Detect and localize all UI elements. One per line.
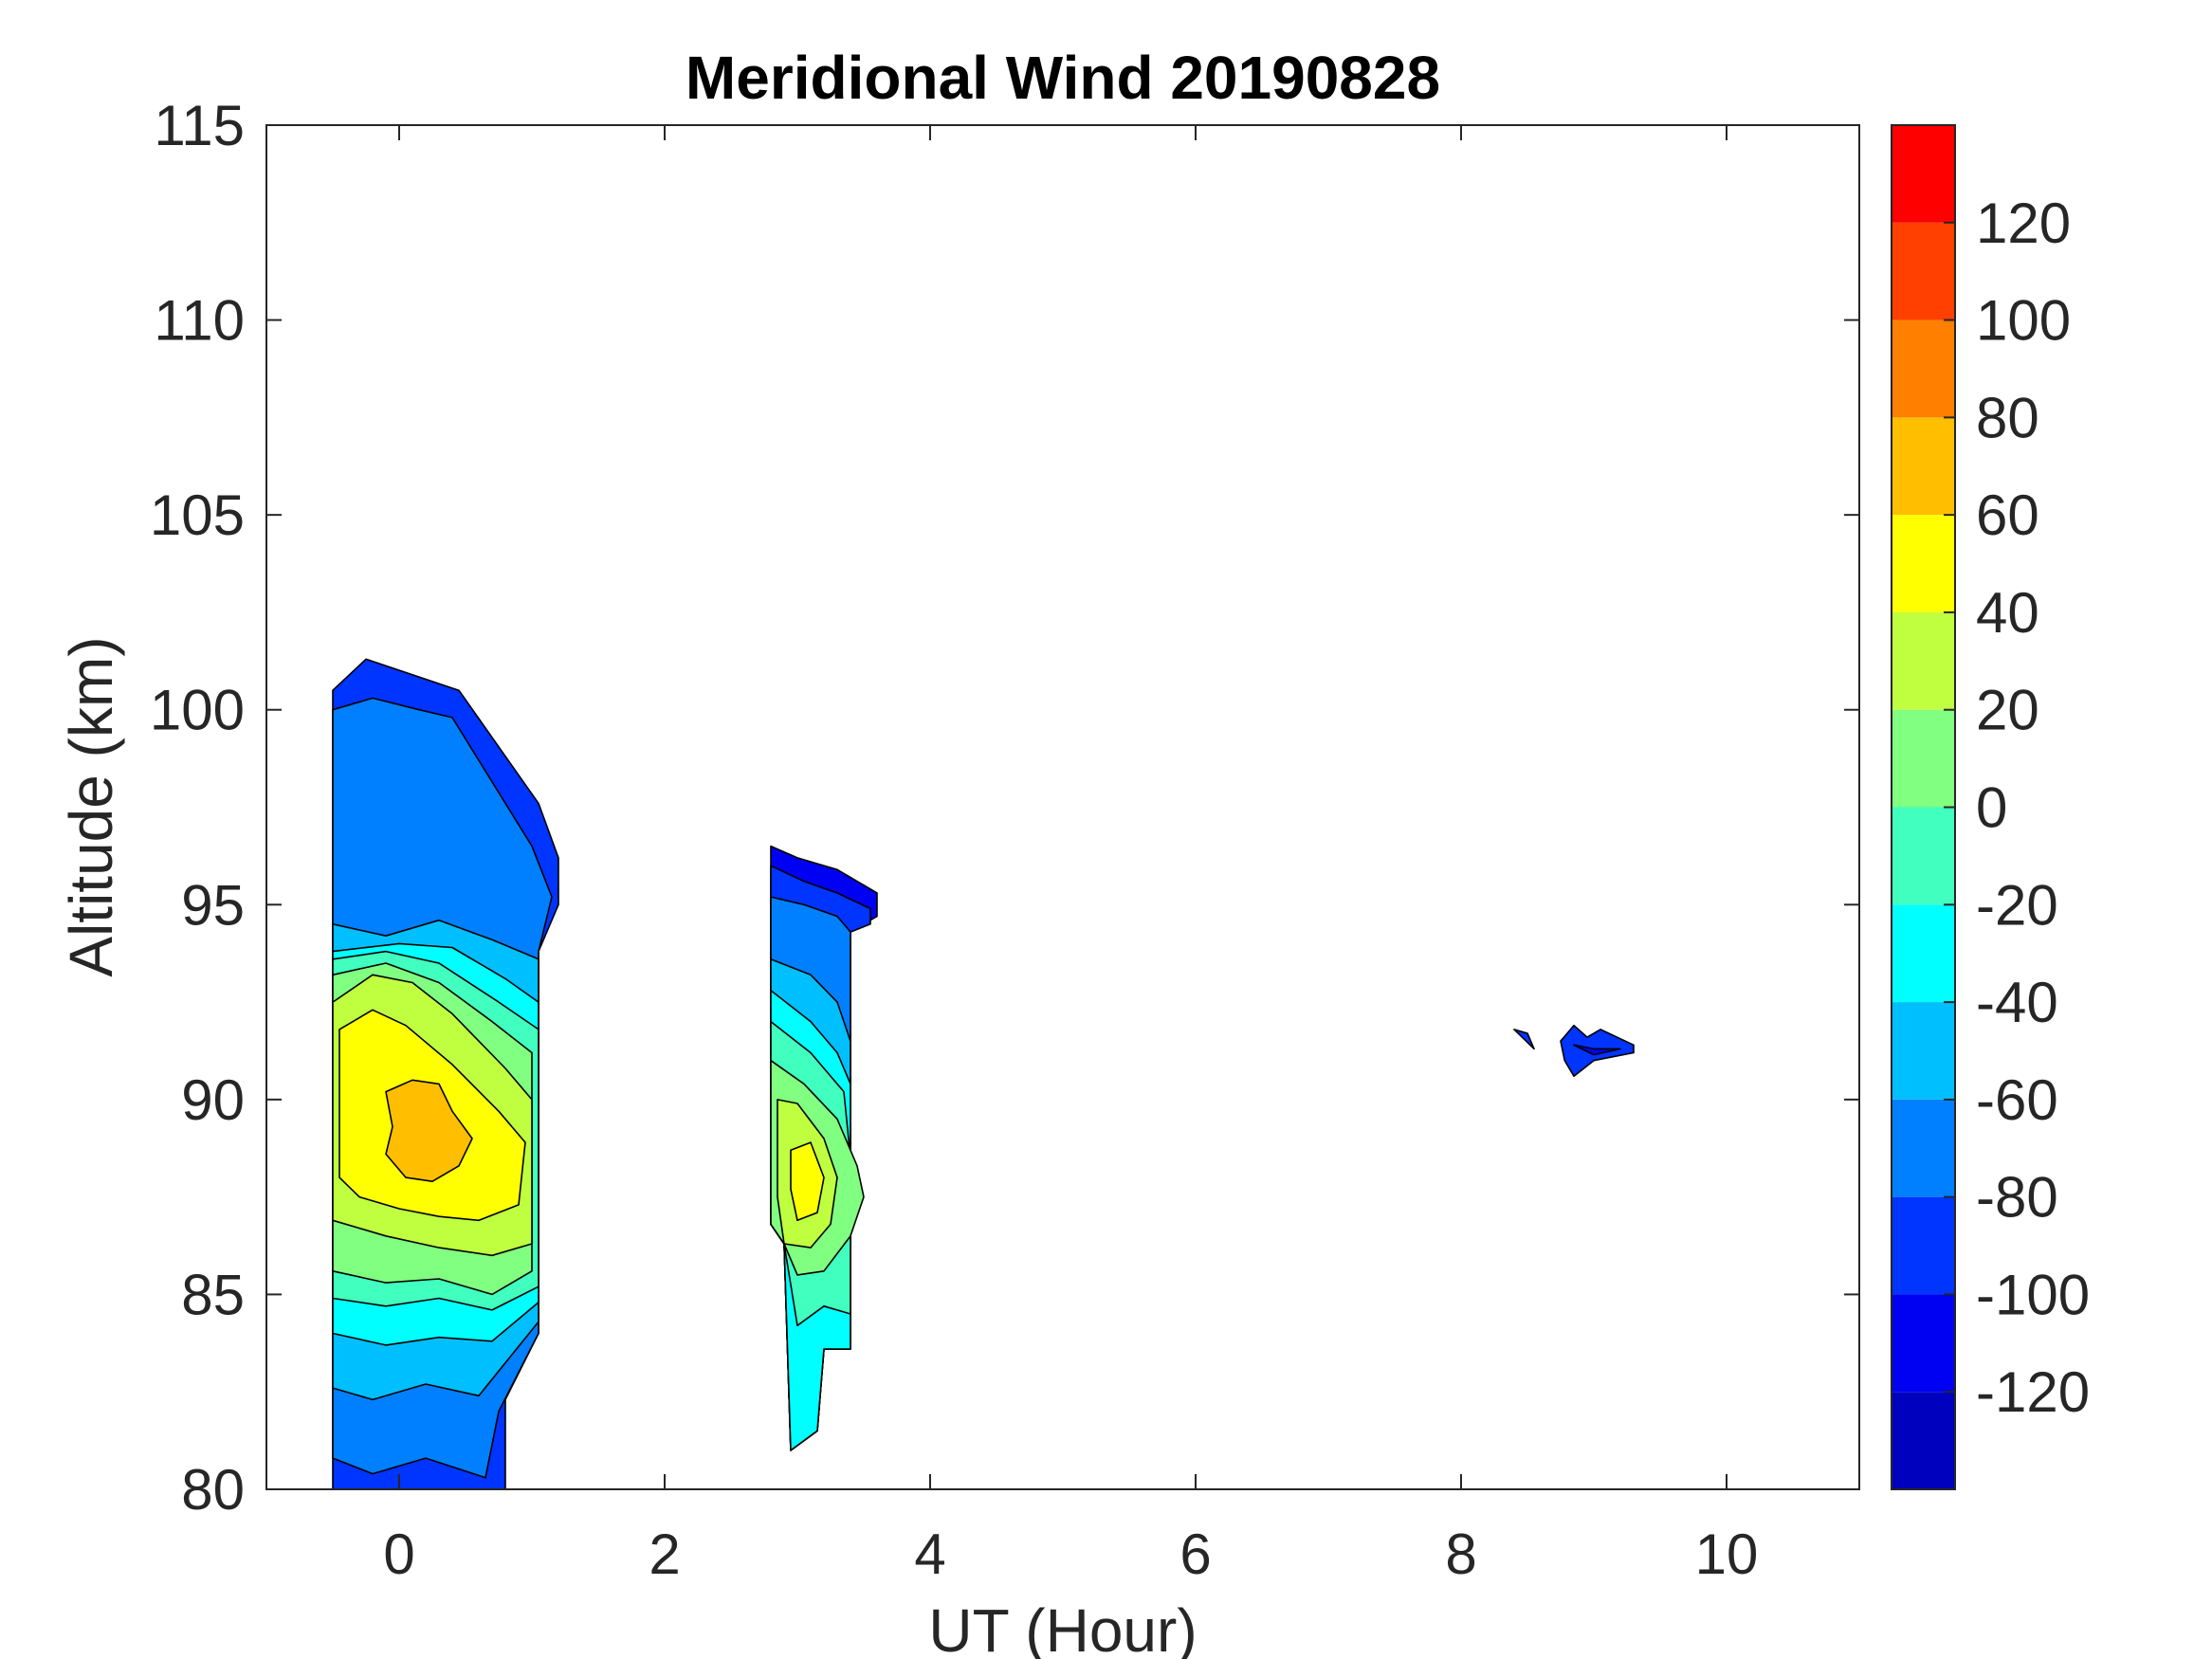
y-axis: 80 85 90 95 100 105 110 115: [150, 94, 1859, 1522]
colorbar-tick-label: -60: [1976, 1068, 2058, 1132]
x-axis-label: UT (Hour): [928, 1596, 1197, 1659]
x-tick-label: 4: [914, 1522, 945, 1586]
colorbar-segment: [1892, 125, 1955, 223]
contour-layer: [332, 658, 1635, 1489]
colorbar-tick-label: 20: [1976, 679, 2039, 742]
x-axis: 0 2 4 6 8 10: [383, 125, 1758, 1586]
x-tick-label: 2: [649, 1522, 680, 1586]
colorbar-segment: [1892, 611, 1955, 710]
y-tick-label: 90: [181, 1068, 245, 1132]
colorbar-tick-label: -40: [1976, 971, 2058, 1034]
y-tick-label: 100: [150, 679, 245, 742]
x-tick-label: 6: [1179, 1522, 1211, 1586]
colorbar-tick-label: 0: [1976, 776, 2007, 840]
colorbar: -120 -100 -80 -60 -40 -20 0 20 40 60 80 100 120: [1891, 124, 2090, 1490]
colorbar-segment: [1892, 222, 1955, 320]
x-tick-label: 0: [383, 1522, 414, 1586]
colorbar-tick-label: -100: [1976, 1263, 2090, 1326]
colorbar-segment: [1892, 1392, 1955, 1489]
y-tick-label: 80: [181, 1458, 245, 1522]
contour-region-block-2: [770, 845, 878, 1451]
colorbar-tick-label: -80: [1976, 1166, 2058, 1230]
colorbar-segment: [1892, 807, 1955, 905]
colorbar-segment: [1892, 1196, 1955, 1295]
plot-frame: [265, 124, 1860, 1490]
y-tick-label: 95: [181, 873, 245, 937]
colorbar-tick-label: 80: [1976, 386, 2039, 449]
y-tick-label: 105: [150, 483, 245, 547]
colorbar-segment: [1892, 319, 1955, 418]
colorbar-segment: [1892, 1294, 1955, 1393]
colorbar-segment: [1892, 417, 1955, 516]
colorbar-segment: [1892, 709, 1955, 808]
contour-band: [790, 1141, 825, 1222]
contour-band: [1573, 1044, 1621, 1056]
colorbar-segment: [1892, 904, 1955, 1003]
y-tick-label: 110: [154, 289, 245, 353]
x-tick-label: 10: [1695, 1522, 1759, 1586]
colorbar-tick-label: -20: [1976, 873, 2058, 937]
contour-band: [1513, 1029, 1535, 1050]
colorbar-tick-label: -120: [1976, 1360, 2090, 1424]
colorbar-tick-label: 40: [1976, 581, 2039, 645]
y-axis-label: Altitude (km): [57, 636, 125, 976]
contour-region-block-3: [1513, 1024, 1635, 1077]
colorbar-segment: [1892, 1099, 1955, 1197]
contour-region-block-1: [332, 658, 559, 1489]
contour-band: [385, 1079, 473, 1182]
colorbar-tick-label: 60: [1976, 483, 2039, 547]
colorbar-tick-label: 100: [1976, 289, 2071, 353]
colorbar-segment: [1892, 515, 1955, 612]
colorbar-segment: [1892, 1002, 1955, 1100]
chart-title: Meridional Wind 20190828: [686, 44, 1440, 112]
y-tick-label: 85: [181, 1263, 245, 1326]
y-tick-label: 115: [154, 94, 245, 157]
x-tick-label: 8: [1445, 1522, 1476, 1586]
colorbar-tick-label: 120: [1976, 191, 2071, 255]
